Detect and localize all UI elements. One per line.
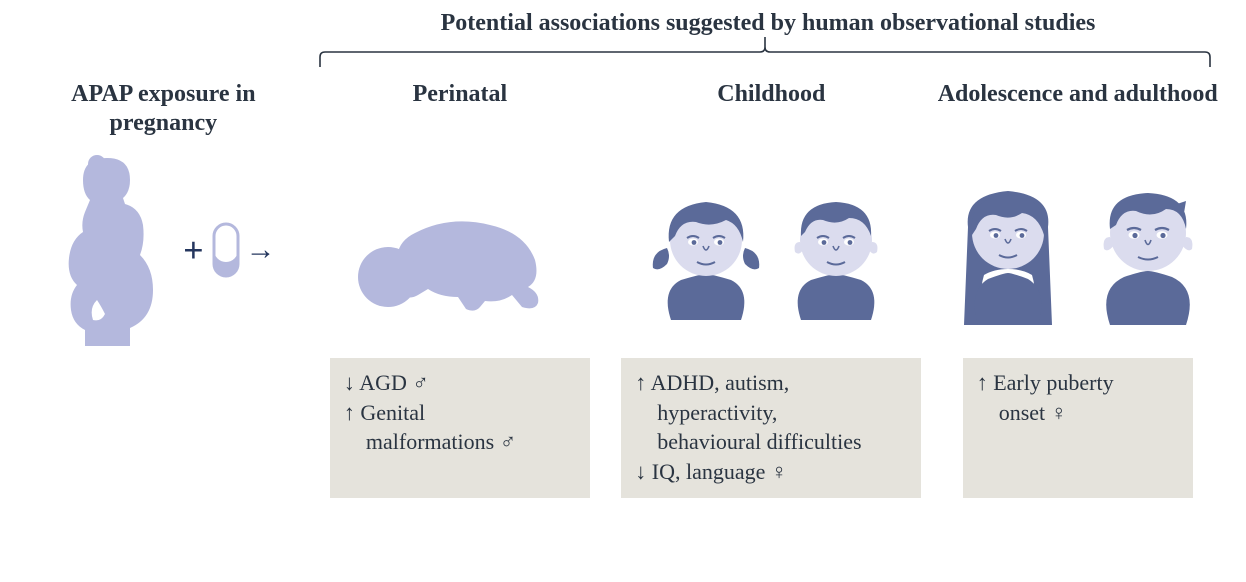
outcome-text: behavioural difficulties [657, 429, 861, 454]
plus-symbol: + [183, 229, 204, 271]
perinatal-illus [307, 150, 613, 350]
baby-icon [340, 185, 580, 315]
exposure-illus: + → [20, 150, 307, 350]
outcome-line: ↑ Genital [344, 398, 576, 428]
outcome-text: IQ, language ♀ [652, 459, 788, 484]
outcome-text: AGD ♂ [359, 370, 429, 395]
adult-illus [929, 150, 1226, 350]
col-perinatal: Perinatal ↓ AGD ♂ ↑ Genital [307, 80, 613, 498]
adolescent-male-icon [1078, 165, 1218, 335]
child-girl-icon [641, 170, 771, 330]
outcome-line: hyperactivity, [635, 398, 907, 428]
outcome-line: malformations ♂ [344, 427, 576, 457]
childhood-outcome: ↑ ADHD, autism, hyperactivity, behaviour… [621, 358, 921, 498]
outcome-line: onset ♀ [977, 398, 1179, 428]
outcome-text: Early puberty [993, 370, 1113, 395]
arrow-symbol: → [246, 233, 276, 267]
childhood-illus [613, 150, 929, 350]
perinatal-header-text: Perinatal [413, 80, 508, 109]
col-adult: Adolescence and adulthood [929, 80, 1226, 498]
up-arrow-icon: ↑ [344, 400, 355, 425]
outcome-text: ADHD, autism, [651, 370, 790, 395]
outcome-text: Genital [360, 400, 425, 425]
child-boy-icon [771, 170, 901, 330]
exposure-header: APAP exposure in pregnancy [20, 80, 307, 150]
top-title-text: Potential associations suggested by huma… [441, 10, 1096, 36]
childhood-header: Childhood [717, 80, 825, 150]
outcome-text: malformations ♂ [366, 429, 516, 454]
outcome-line: ↓ IQ, language ♀ [635, 457, 907, 487]
adult-header-text: Adolescence and adulthood [938, 80, 1218, 109]
adolescent-female-icon [938, 165, 1078, 335]
down-arrow-icon: ↓ [344, 370, 355, 395]
exposure-header-text: APAP exposure in pregnancy [20, 80, 307, 138]
adult-header: Adolescence and adulthood [938, 80, 1218, 150]
bracket [310, 37, 1226, 74]
outcome-line: ↑ ADHD, autism, [635, 368, 907, 398]
col-childhood: Childhood [613, 80, 929, 498]
top-title: Potential associations suggested by huma… [310, 10, 1226, 37]
up-arrow-icon: ↑ [635, 370, 646, 395]
outcome-text: hyperactivity, [657, 400, 777, 425]
outcome-line: ↑ Early puberty [977, 368, 1179, 398]
up-arrow-icon: ↑ [977, 370, 988, 395]
perinatal-outcome: ↓ AGD ♂ ↑ Genital malformations ♂ [330, 358, 590, 498]
outcome-line: behavioural difficulties [635, 427, 907, 457]
pregnant-silhouette-icon [45, 150, 175, 350]
outcome-line: ↓ AGD ♂ [344, 368, 576, 398]
columns: APAP exposure in pregnancy + → Perinatal [20, 80, 1226, 498]
perinatal-header: Perinatal [413, 80, 508, 150]
childhood-header-text: Childhood [717, 80, 825, 109]
adult-outcome: ↑ Early puberty onset ♀ [963, 358, 1193, 498]
col-exposure: APAP exposure in pregnancy + → [20, 80, 307, 350]
down-arrow-icon: ↓ [635, 459, 646, 484]
outcome-text: onset ♀ [999, 400, 1067, 425]
pill-icon [212, 222, 240, 278]
